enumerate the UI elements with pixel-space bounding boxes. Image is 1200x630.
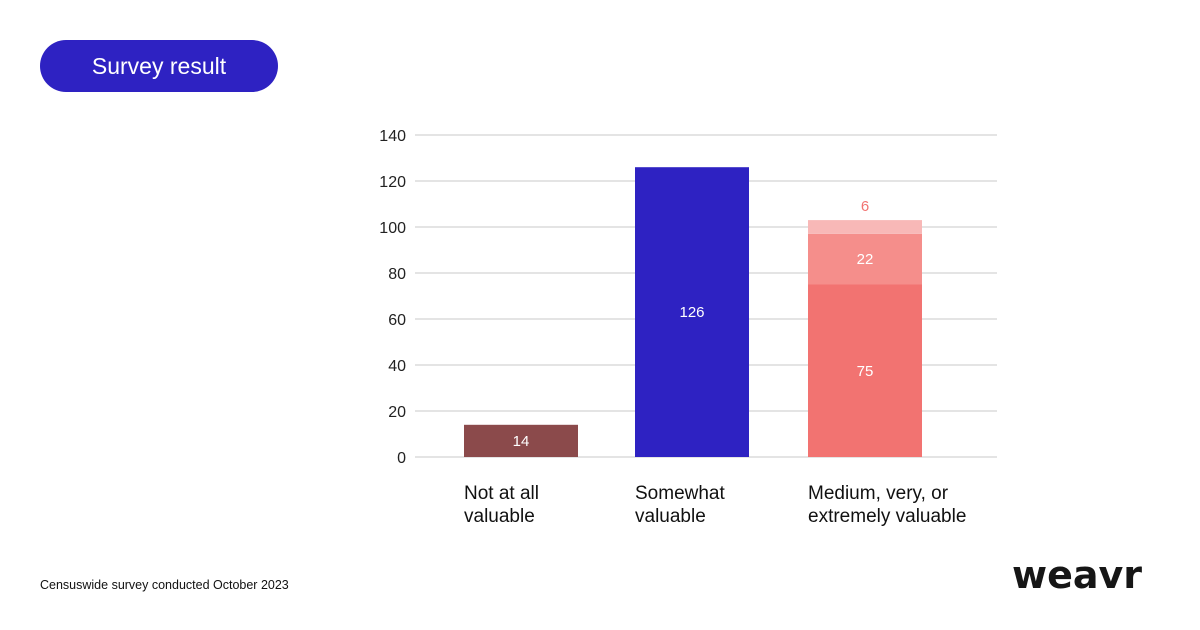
y-tick-label: 140 [379, 128, 406, 145]
y-tick-label: 40 [388, 358, 406, 375]
x-category-label: extremely valuable [808, 506, 966, 527]
x-category-label: valuable [464, 506, 535, 527]
x-category-label: Medium, very, or [808, 483, 949, 504]
y-tick-label: 0 [397, 450, 406, 467]
data-label: 6 [861, 198, 869, 215]
y-tick-label: 100 [379, 220, 406, 237]
x-category-label: Not at all [464, 483, 539, 504]
bar-segment [635, 167, 749, 457]
survey-result-badge: Survey result [40, 40, 278, 92]
y-tick-label: 80 [388, 266, 406, 283]
bar-segment [808, 284, 922, 457]
y-tick-label: 60 [388, 312, 406, 329]
source-note: Censuswide survey conducted October 2023 [40, 578, 289, 592]
bar-segment [808, 233, 922, 285]
data-label: 126 [679, 304, 704, 321]
bar-segment [808, 220, 922, 234]
weavr-logo: weavr [1012, 553, 1143, 597]
data-label: 14 [513, 433, 530, 450]
y-tick-label: 20 [388, 404, 406, 421]
bar-segment [464, 424, 578, 457]
x-category-label: valuable [635, 506, 706, 527]
data-label: 22 [857, 251, 874, 268]
data-label: 75 [857, 363, 874, 380]
y-tick-label: 120 [379, 174, 406, 191]
x-category-label: Somewhat [635, 483, 725, 504]
badge-label: Survey result [91, 52, 227, 79]
